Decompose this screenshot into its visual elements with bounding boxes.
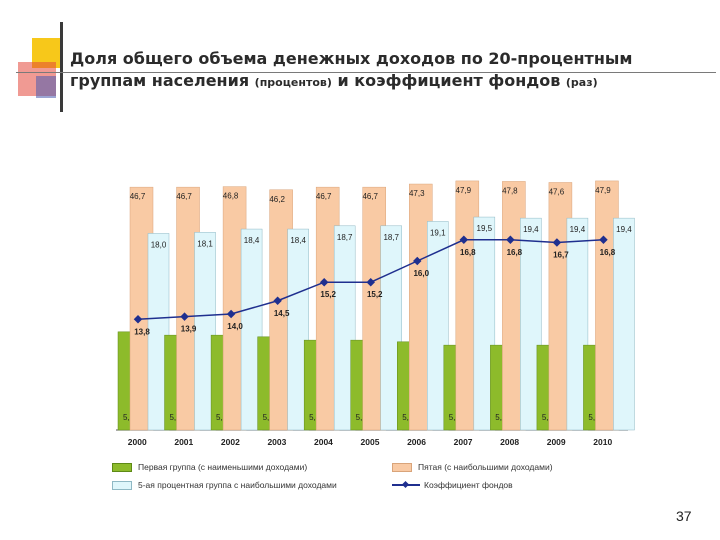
legend-label-fifth: Пятая (с наибольшими доходами) <box>418 462 553 472</box>
legend-line-coef <box>392 481 420 489</box>
bar-label-fifth-pct-group: 18,0 <box>151 240 167 249</box>
bar-fifth-pct-group <box>613 217 635 431</box>
coefficient-label: 16,8 <box>507 248 523 257</box>
bar-label-fifth-group: 47,6 <box>549 187 565 196</box>
coefficient-label: 13,8 <box>134 327 150 336</box>
legend-item-fifth-pct: 5-ая процентная группа с наибольшими дох… <box>112 480 337 490</box>
bar-label-first-group: 5,1 <box>449 413 461 422</box>
bar-label-fifth-pct-group: 18,7 <box>337 233 353 242</box>
coefficient-label: 16,7 <box>553 250 569 259</box>
legend-swatch-fifth-pct <box>112 480 132 490</box>
bar-label-fifth-pct-group: 18,4 <box>290 236 306 245</box>
x-tick-label: 2003 <box>267 437 286 447</box>
coefficient-label: 16,8 <box>600 248 616 257</box>
coefficient-label: 16,0 <box>413 269 429 278</box>
bar-label-fifth-group: 46,2 <box>269 195 285 204</box>
bar-label-fifth-pct-group: 19,5 <box>477 224 493 233</box>
legend-swatch-fifth <box>392 462 412 472</box>
coefficient-point <box>133 315 143 324</box>
x-tick-label: 2000 <box>128 437 147 447</box>
coefficient-point <box>226 309 236 319</box>
bar-fifth-pct-group <box>240 228 263 431</box>
coefficient-point <box>366 277 375 287</box>
coefficient-point <box>459 235 469 245</box>
coefficient-point <box>319 277 329 287</box>
coefficient-point <box>273 296 282 305</box>
bar-fifth-pct-group <box>380 225 402 431</box>
bar-fifth-pct-group <box>473 216 496 431</box>
decor-horizontal-line <box>16 72 716 73</box>
legend-swatch-first <box>112 462 132 472</box>
bar-fifth-pct-group <box>520 217 542 431</box>
bar-label-fifth-pct-group: 18,7 <box>383 233 399 242</box>
x-tick-label: 2005 <box>361 437 380 447</box>
legend-item-first: Первая группа (с наименьшими доходами) <box>112 462 307 472</box>
bar-label-fifth-pct-group: 19,4 <box>570 225 586 234</box>
x-tick-label: 2010 <box>593 437 612 447</box>
bar-fifth-pct-group <box>333 225 356 431</box>
x-tick-label: 2008 <box>500 437 519 447</box>
page-title: Доля общего объема денежных доходов по 2… <box>70 48 710 94</box>
coefficient-label: 15,2 <box>367 290 383 299</box>
chart-legend: Первая группа (с наименьшими доходами) П… <box>112 460 632 494</box>
bar-fifth-pct-group <box>427 221 449 431</box>
bar-label-fifth-group: 47,9 <box>456 186 472 195</box>
x-tick-label: 2001 <box>174 437 193 447</box>
legend-label-first: Первая группа (с наименьшими доходами) <box>138 462 308 472</box>
bar-label-fifth-group: 46,7 <box>176 192 192 201</box>
legend-item-coef: Коэффициент фондов <box>392 480 513 490</box>
x-tick-label: 2006 <box>407 437 426 447</box>
page-number: 37 <box>676 508 692 524</box>
bar-label-first-group: 5,7 <box>216 413 228 422</box>
legend-label-fifth-pct: 5-ая процентная группа с наибольшими дох… <box>138 480 337 490</box>
bar-label-fifth-pct-group: 18,1 <box>197 239 213 248</box>
title-line-2-part-a: группам населения <box>70 71 250 90</box>
x-tick-label: 2004 <box>314 437 333 447</box>
coefficient-label: 14,0 <box>227 322 243 331</box>
bar-label-fifth-pct-group: 19,1 <box>430 228 446 237</box>
x-tick-label: 2009 <box>547 437 566 447</box>
coefficient-label: 15,2 <box>320 290 336 299</box>
coefficient-point <box>180 312 189 321</box>
bar-fifth-pct-group <box>566 217 589 431</box>
coefficient-label: 16,8 <box>460 248 476 257</box>
bar-label-fifth-group: 47,3 <box>409 189 425 198</box>
x-tick-label: 2007 <box>454 437 473 447</box>
bar-label-fifth-group: 47,9 <box>595 186 611 195</box>
bar-label-fifth-pct-group: 19,4 <box>523 225 539 234</box>
bar-label-fifth-group: 46,7 <box>316 192 332 201</box>
bar-label-first-group: 5,7 <box>169 413 181 422</box>
title-line-2: группам населения (процентов) и коэффици… <box>70 70 710 94</box>
title-line-1: Доля общего объема денежных доходов по 2… <box>70 49 633 68</box>
bar-fifth-pct-group <box>287 228 309 431</box>
bar-label-fifth-group: 46,7 <box>362 192 378 201</box>
bar-label-fifth-pct-group: 18,4 <box>244 236 260 245</box>
decor-blue-square <box>36 76 56 98</box>
bar-label-first-group: 5,3 <box>402 413 414 422</box>
bar-label-first-group: 5,1 <box>542 413 554 422</box>
bar-label-fifth-pct-group: 19,4 <box>616 225 632 234</box>
bar-label-fifth-group: 46,8 <box>223 192 239 201</box>
title-line-2-part-c: и коэффициент фондов <box>337 71 561 90</box>
bar-label-first-group: 5,4 <box>309 413 321 422</box>
title-line-2-unit-times: (раз) <box>565 76 598 89</box>
bar-label-first-group: 5,1 <box>495 413 507 422</box>
bar-label-fifth-group: 47,8 <box>502 186 518 195</box>
bar-label-first-group: 5,6 <box>263 413 275 422</box>
coefficient-point <box>413 256 422 266</box>
x-tick-label: 2002 <box>221 437 240 447</box>
bar-fifth-pct-group <box>147 233 170 431</box>
legend-item-fifth: Пятая (с наибольшими доходами) <box>392 462 553 472</box>
decor-vertical-line <box>60 22 63 112</box>
title-line-2-unit-percent: (процентов) <box>254 76 332 89</box>
legend-label-coef: Коэффициент фондов <box>424 480 513 490</box>
bar-label-first-group: 5,4 <box>356 413 368 422</box>
bar-label-first-group: 5,9 <box>123 413 135 422</box>
coefficient-label: 14,5 <box>274 309 290 318</box>
bar-label-first-group: 5,1 <box>588 413 600 422</box>
bar-label-fifth-group: 46,7 <box>130 192 146 201</box>
bar-fifth-pct-group <box>194 232 216 431</box>
coefficient-label: 13,9 <box>181 325 197 334</box>
